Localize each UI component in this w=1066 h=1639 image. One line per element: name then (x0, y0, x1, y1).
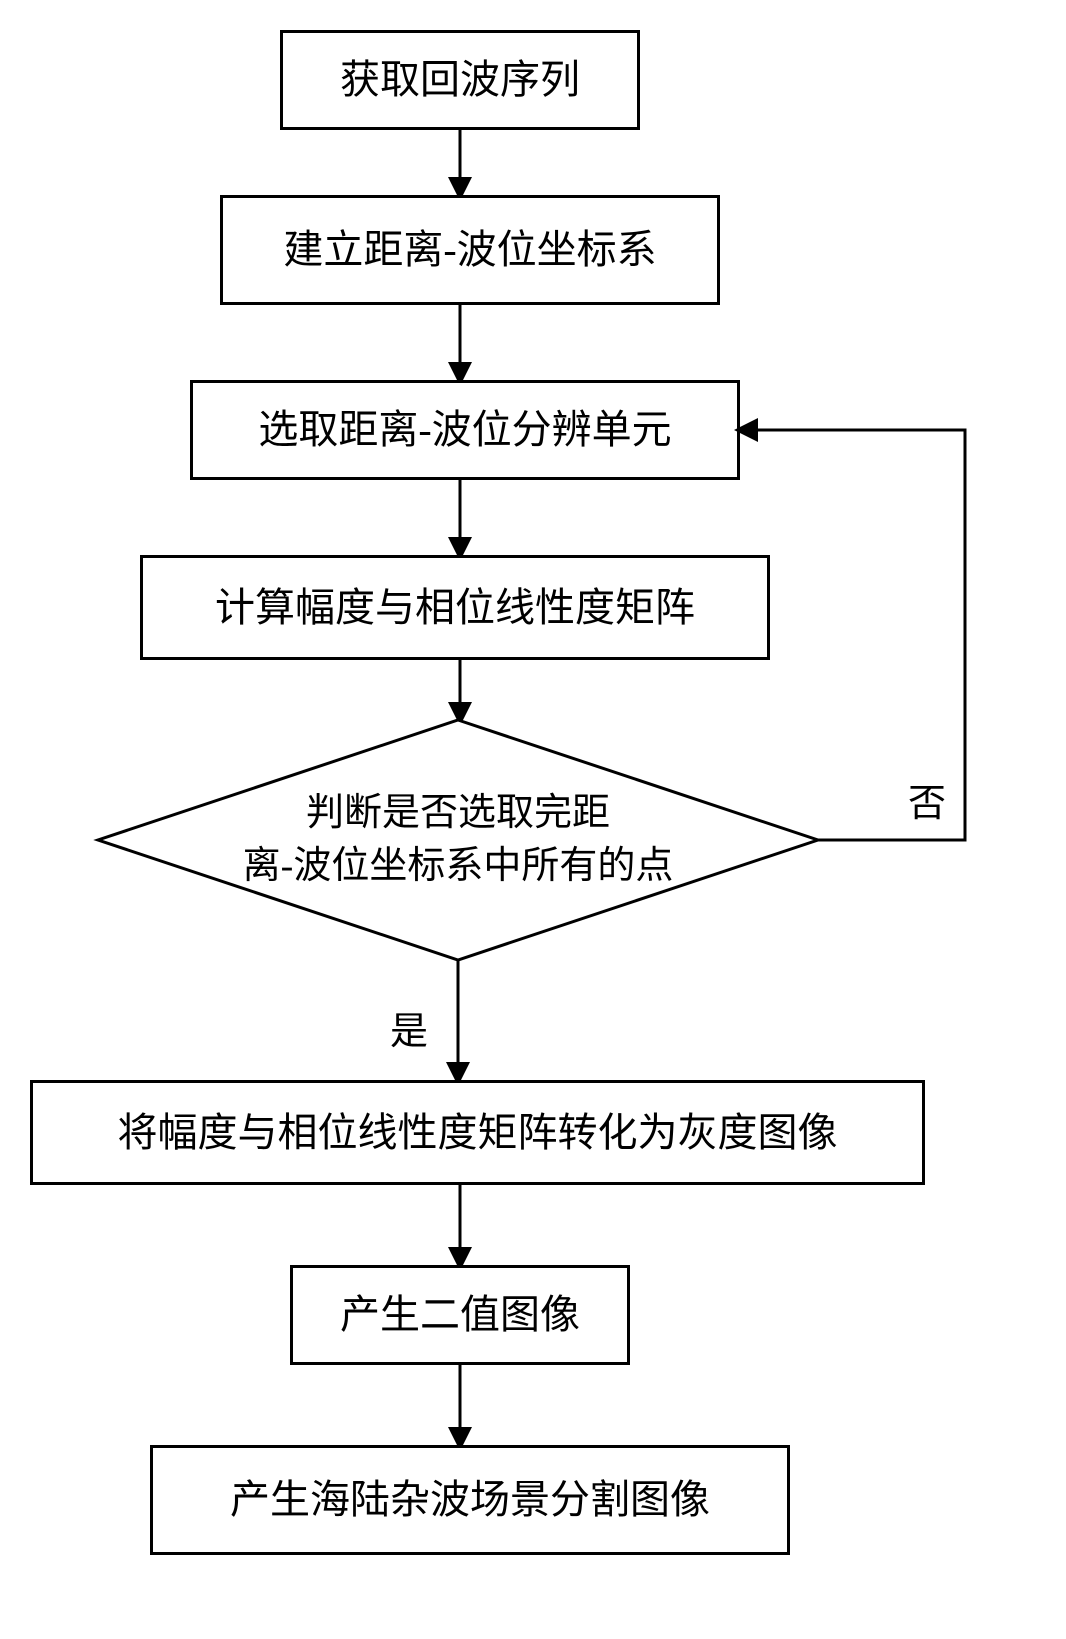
node-label: 产生海陆杂波场景分割图像 (230, 1472, 710, 1528)
flowchart-container: 获取回波序列 建立距离-波位坐标系 选取距离-波位分辨单元 计算幅度与相位线性度… (0, 0, 1066, 1639)
node-produce-segment: 产生海陆杂波场景分割图像 (150, 1445, 790, 1555)
edge-n7-n8 (0, 0, 1066, 1639)
